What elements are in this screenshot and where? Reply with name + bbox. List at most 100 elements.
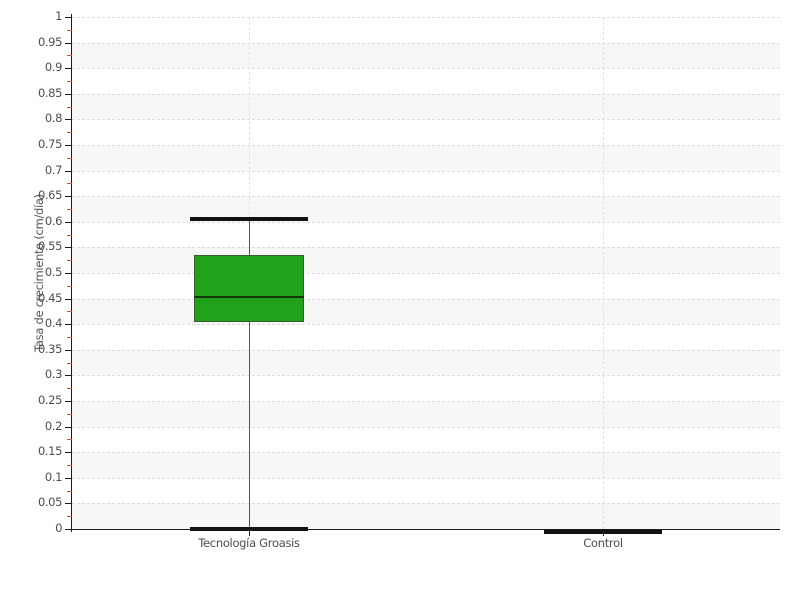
y-tick-minor [67,439,72,441]
gridline-horizontal [72,68,780,70]
gridline-horizontal [72,196,780,198]
background-band [72,349,780,376]
y-tick-label: 0 [55,521,62,535]
y-tick-major [65,42,72,44]
y-tick-major [65,503,72,505]
y-tick-label: 0.75 [37,137,62,151]
gridline-horizontal [72,375,780,377]
background-band [72,401,780,427]
y-tick-label: 0.15 [37,444,62,459]
y-tick-label: 0.8 [44,111,62,126]
y-tick-label: 0.5 [44,265,62,279]
y-tick-minor [67,362,72,364]
y-tick-label: 0.2 [44,418,62,433]
y-tick-major [65,529,72,530]
gridline-horizontal [72,273,780,274]
gridline-horizontal [72,452,780,454]
y-tick-minor [67,465,72,466]
y-tick-minor [67,388,72,390]
y-tick-label: 0.05 [37,495,62,510]
gridline-horizontal [72,324,780,326]
boxplot-whisker-cap-upper [190,216,308,221]
background-band [72,196,780,222]
y-tick-minor [67,209,72,210]
gridline-horizontal [72,145,780,146]
y-tick-major [65,17,72,18]
y-tick-label: 1 [55,9,62,23]
y-tick-label: 0.3 [44,367,62,382]
y-tick-major [65,401,72,402]
y-tick-major [65,196,72,198]
background-band [72,93,780,120]
y-tick-minor [67,157,72,159]
gridline-horizontal [72,247,780,249]
y-tick-minor [67,234,72,236]
plot-area [72,17,780,534]
gridline-horizontal [72,426,780,428]
y-tick-minor [67,516,72,518]
y-tick-major [65,477,72,479]
y-tick-minor [67,183,72,185]
y-tick-major [65,170,72,172]
gridline-horizontal [72,503,780,505]
gridline-horizontal [72,221,780,223]
background-band [72,452,780,478]
background-band [72,42,780,69]
y-tick-minor [67,55,72,57]
y-tick-label: 0.7 [44,162,62,177]
y-tick-minor [67,413,72,415]
y-tick-minor [67,285,72,287]
background-band [72,247,780,273]
y-tick-label: 0.9 [44,60,62,75]
y-tick-label: 0.6 [44,213,62,228]
y-tick-major [65,145,72,146]
y-tick-minor [67,337,72,338]
y-tick-major [65,273,72,274]
y-tick-major [65,452,72,454]
x-tick-mark [603,530,604,536]
y-tick-major [65,93,72,95]
y-tick-major [65,324,72,326]
background-band [72,298,780,325]
y-tick-major [65,375,72,377]
gridline-vertical [603,17,604,529]
y-tick-minor [67,260,72,262]
y-tick-label: 0.35 [37,341,62,356]
y-tick-major [65,119,72,121]
y-tick-major [65,221,72,223]
boxplot-box [194,255,304,322]
y-tick-minor [67,106,72,108]
y-tick-label: 0.55 [37,239,62,254]
y-tick-minor [67,29,72,31]
y-tick-minor [67,311,72,313]
y-tick-label: 0.1 [44,469,62,484]
y-tick-label: 0.85 [37,85,62,100]
gridline-horizontal [72,298,780,300]
x-tick-mark [249,530,250,536]
gridline-horizontal [72,349,780,351]
gridline-horizontal [72,17,780,18]
gridline-horizontal [72,170,780,172]
y-tick-major [65,426,72,428]
y-tick-minor [67,490,72,492]
gridline-horizontal [72,401,780,402]
y-tick-minor [67,132,72,134]
y-tick-minor [67,81,72,82]
boxplot-whisker-line [249,216,250,529]
gridline-horizontal [72,119,780,121]
y-tick-major [65,349,72,351]
y-tick-label: 0.65 [37,188,62,203]
x-axis-line [71,529,780,530]
y-tick-major [65,68,72,70]
background-band [72,145,780,171]
y-tick-label: 0.95 [37,34,62,49]
gridline-horizontal [72,477,780,479]
x-tick-label: Tecnología Groasis [198,536,300,550]
y-tick-label: 0.4 [44,316,62,331]
y-tick-label: 0.45 [37,290,62,305]
gridline-horizontal [72,93,780,95]
y-tick-major [65,247,72,249]
y-tick-label: 0.25 [37,393,62,407]
boxplot-median-line [194,296,304,299]
